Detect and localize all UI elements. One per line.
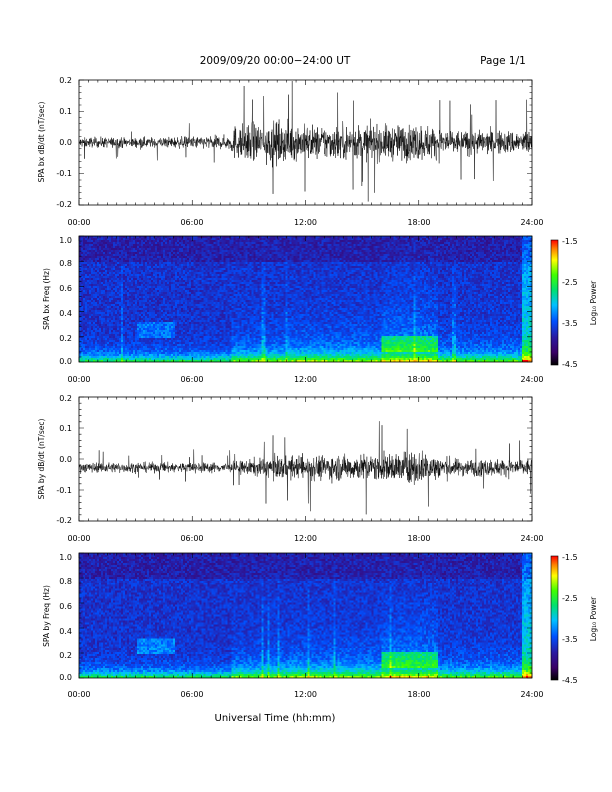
- ytick-label: 0.2: [59, 76, 72, 85]
- colorbar-tick: -3.5: [562, 635, 578, 644]
- ytick-label: 0.8: [59, 259, 72, 268]
- colorbar: -1.5 -2.5 -3.5 -4.5 Log₁₀ Power: [550, 553, 598, 685]
- colorbar-tick: -4.5: [562, 676, 578, 685]
- panel-bx-spectrogram: SPA bx Freq (Hz) 1.0 0.8 0.6 0.4 0.2 0.0…: [42, 235, 598, 384]
- xtick-label: 18:00: [407, 218, 430, 227]
- panel-by-spectrogram: SPA by Freq (Hz) 1.0 0.8 0.6 0.4 0.2 0.0…: [42, 552, 598, 699]
- y-axis-ticks: [78, 552, 533, 679]
- plot-frame: [78, 396, 533, 522]
- y-axis-label: SPA bx Freq (Hz): [42, 268, 51, 330]
- colorbar-label: Log₁₀ Power: [589, 280, 598, 325]
- tick-marks: [78, 396, 533, 522]
- colorbar-tick: -2.5: [562, 594, 578, 603]
- xtick-label: 00:00: [67, 690, 90, 699]
- tick-marks: [78, 235, 533, 363]
- xtick-label: 24:00: [520, 534, 543, 543]
- ytick-label: 0.0: [59, 357, 72, 366]
- ytick-label: -0.1: [56, 169, 72, 178]
- ytick-label: 0.0: [59, 673, 72, 682]
- xtick-label: 12:00: [294, 690, 317, 699]
- ytick-label: 0.4: [59, 627, 72, 636]
- xtick-label: 06:00: [180, 375, 203, 384]
- tick-marks: [78, 79, 533, 206]
- ytick-label: 0.0: [59, 455, 72, 464]
- xtick-label: 24:00: [520, 375, 543, 384]
- xtick-label: 06:00: [180, 690, 203, 699]
- ytick-label: 0.8: [59, 577, 72, 586]
- ytick-label: 0.1: [59, 107, 72, 116]
- y-axis-label: SPA by Freq (Hz): [42, 585, 51, 647]
- xtick-label: 00:00: [67, 534, 90, 543]
- xtick-label: 12:00: [294, 534, 317, 543]
- xtick-label: 18:00: [407, 375, 430, 384]
- ytick-label: -0.2: [56, 200, 72, 209]
- xtick-label: 24:00: [520, 690, 543, 699]
- ytick-label: 0.2: [59, 394, 72, 403]
- y-axis-label: SPA bx dB/dt (nT/sec): [37, 102, 46, 183]
- ytick-label: 1.0: [59, 236, 72, 245]
- ytick-label: -0.1: [56, 486, 72, 495]
- bx-dbdt-trace: [78, 81, 533, 202]
- xtick-label: 18:00: [407, 534, 430, 543]
- xtick-label: 24:00: [520, 218, 543, 227]
- xtick-label: 18:00: [407, 690, 430, 699]
- ytick-label: 0.2: [59, 334, 72, 343]
- y-axis-ticks: [78, 396, 533, 522]
- ytick-label: 0.6: [59, 284, 72, 293]
- colorbar-scale: [550, 555, 559, 681]
- x-axis-label: Universal Time (hh:mm): [215, 713, 336, 724]
- ytick-label: -0.2: [56, 516, 72, 525]
- colorbar-tick: -3.5: [562, 319, 578, 328]
- y-axis-label: SPA by dB/dt (nT/sec): [37, 419, 46, 500]
- y-axis-ticks: [78, 79, 533, 206]
- by-dbdt-trace: [78, 421, 533, 515]
- colorbar-scale: [550, 239, 559, 366]
- xtick-label: 12:00: [294, 218, 317, 227]
- bx-spectrogram-image: [79, 236, 532, 362]
- colorbar-tick: -1.5: [562, 237, 578, 246]
- xtick-label: 06:00: [180, 534, 203, 543]
- xtick-label: 06:00: [180, 218, 203, 227]
- colorbar-tick: -1.5: [562, 553, 578, 562]
- ytick-label: 0.1: [59, 424, 72, 433]
- xtick-label: 00:00: [67, 218, 90, 227]
- colorbar-label: Log₁₀ Power: [589, 596, 598, 641]
- ytick-label: 0.0: [59, 138, 72, 147]
- xtick-label: 12:00: [294, 375, 317, 384]
- ytick-label: 0.6: [59, 602, 72, 611]
- colorbar: -1.5 -2.5 -3.5 -4.5 Log₁₀ Power: [550, 237, 598, 369]
- ytick-label: 0.4: [59, 309, 72, 318]
- page-number: Page 1/1: [480, 55, 526, 67]
- ytick-label: 1.0: [59, 553, 72, 562]
- y-axis-ticks: [78, 235, 533, 363]
- colorbar-tick: -2.5: [562, 278, 578, 287]
- panel-by-dbdt: SPA by dB/dt (nT/sec) 0.2 0.1 0.0 -0.1 -…: [37, 394, 544, 543]
- dbdt-series-line: [78, 81, 533, 202]
- ytick-label: 0.2: [59, 651, 72, 660]
- by-spectrogram-image: [79, 553, 532, 678]
- tick-marks: [78, 552, 533, 679]
- colorbar-tick: -4.5: [562, 360, 578, 369]
- xtick-label: 00:00: [67, 375, 90, 384]
- figure-title: 2009/09/20 00:00−24:00 UT: [200, 55, 351, 67]
- dbdt-series-line: [78, 421, 533, 515]
- panel-bx-dbdt: SPA bx dB/dt (nT/sec) 0.2 0.1 0.0 -0.1 -…: [37, 76, 544, 227]
